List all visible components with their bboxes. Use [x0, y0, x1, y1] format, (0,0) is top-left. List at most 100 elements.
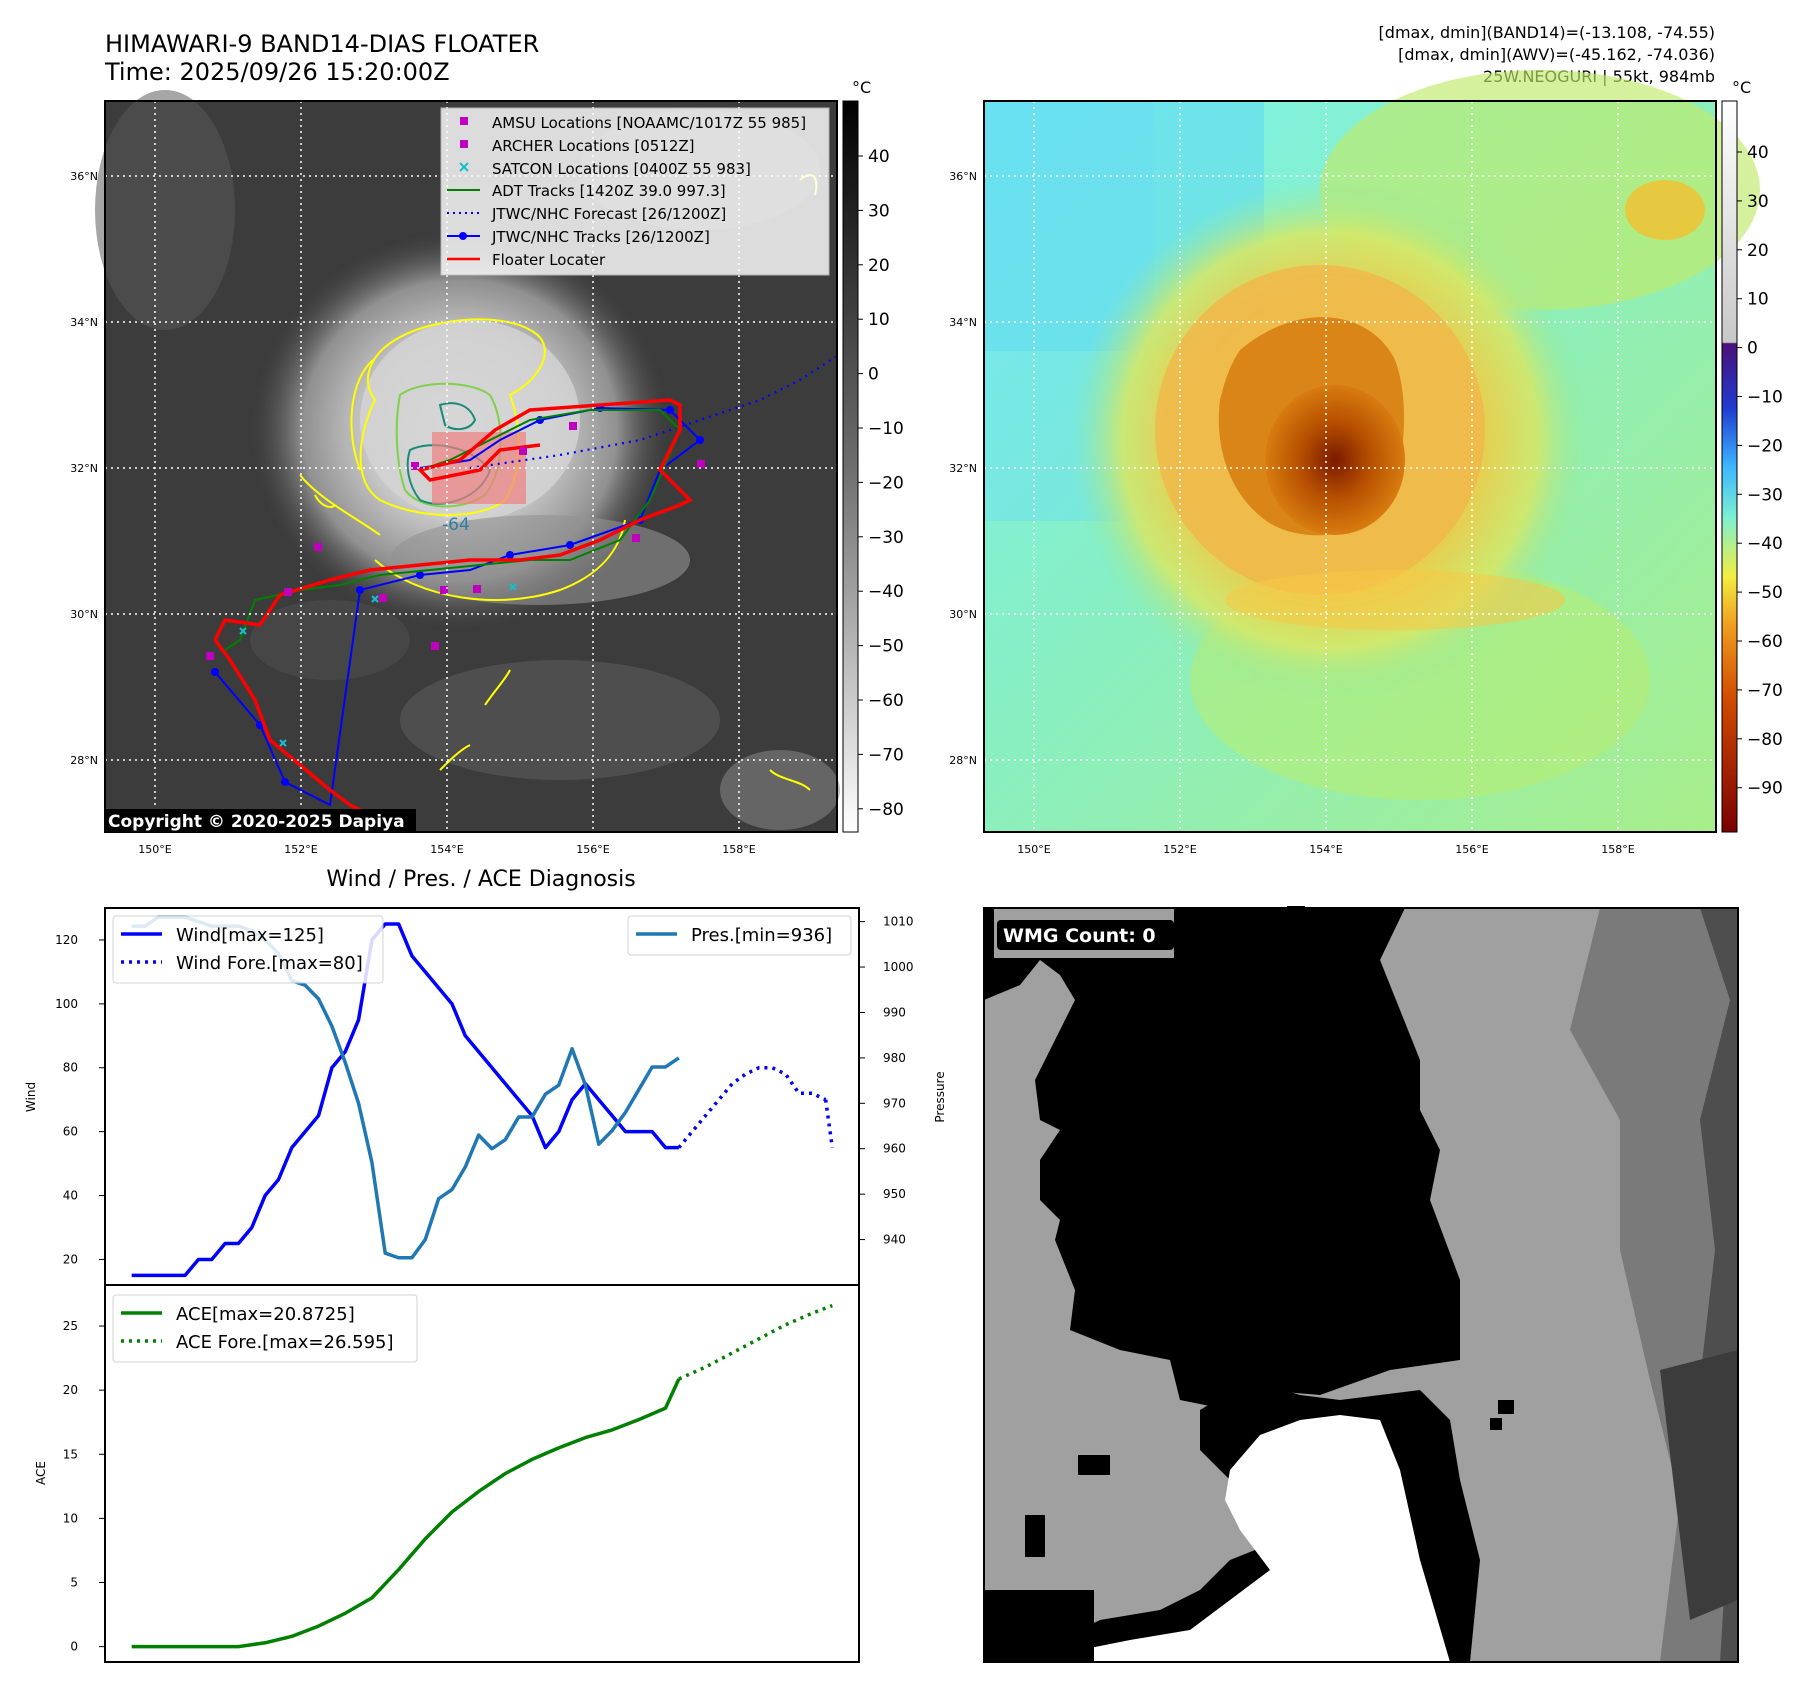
jtwc-dot-icon	[459, 232, 467, 240]
legend-label-adt: ADT Tracks [1420Z 39.0 997.3]	[492, 182, 726, 200]
legend-label-jtwc: JTWC/NHC Tracks [26/1200Z]	[491, 228, 710, 246]
awv-lat-30: 30°N	[949, 608, 977, 621]
awv-colorbar-tick-label: 10	[1747, 290, 1769, 310]
awv-colorbar-unit: °C	[1732, 78, 1751, 97]
wmg-frame	[983, 907, 1739, 1663]
ir-colorbar-tick-label: −80	[868, 800, 904, 820]
ir-colorbar-tick-label: 30	[868, 201, 890, 221]
awv-lat-labels: 36°N 34°N 32°N 30°N 28°N	[949, 170, 977, 767]
ir-colorbar-tick-label: 0	[868, 365, 879, 385]
ir-map-frame	[104, 100, 838, 833]
jtwc-track	[214, 406, 702, 807]
ir-lat-36: 36°N	[70, 170, 98, 183]
legend-label-amsu: AMSU Locations [NOAAMC/1017Z 55 985]	[492, 114, 806, 132]
legend-entry-floater: Floater Locater	[447, 251, 606, 269]
awv-colorbar-tick-label: −80	[1747, 730, 1783, 750]
contour-label: -64	[442, 515, 470, 535]
archer-square-icon	[460, 140, 468, 148]
jtwc-forecast-track	[469, 355, 838, 470]
ir-lat-32: 32°N	[70, 462, 98, 475]
ace-series-line	[131, 1378, 681, 1649]
ir-lat-labels: 36°N 34°N 32°N 30°N 28°N	[70, 170, 98, 767]
ace-y-ticks: 0 5 10 15 20 25	[63, 1319, 105, 1654]
ir-legend: AMSU Locations [NOAAMC/1017Z 55 985] ARC…	[440, 107, 830, 276]
awv-lat-34: 34°N	[949, 316, 977, 329]
ir-lat-34: 34°N	[70, 316, 98, 329]
awv-colorbar-tick-label: 0	[1747, 339, 1758, 359]
wind-pres-chart: 20 40 60 80 100 120 940 950 960 970 980 990 1000 101…	[24, 907, 947, 1286]
wind-tick-label: 80	[63, 1061, 78, 1075]
awv-lon-150: 150°E	[1017, 843, 1050, 856]
wmg-panel: WMG Count: 0	[983, 906, 1739, 1663]
awv-lon-152: 152°E	[1163, 843, 1196, 856]
awv-map-frame	[983, 100, 1717, 833]
wind-series-line	[131, 922, 679, 1278]
awv-colorbar: °C 40 30 20 10 0 −10 −20 −30 −40 −50 −60 −70 −80 −90	[1721, 78, 1783, 833]
ir-lon-150: 150°E	[138, 843, 171, 856]
ace-tick-label: 10	[63, 1511, 78, 1525]
ir-lon-152: 152°E	[284, 843, 317, 856]
wind-fore-legend-label: Wind Fore.[max=80]	[176, 953, 363, 974]
awv-lat-36: 36°N	[949, 170, 977, 183]
ace-series	[131, 1303, 833, 1649]
wind-tick-label: 40	[63, 1189, 78, 1203]
ir-lon-154: 154°E	[430, 843, 463, 856]
ace-tick-label: 0	[70, 1640, 78, 1654]
wind-tick-label: 120	[55, 933, 78, 947]
ace-legend-label: ACE[max=20.8725]	[176, 1304, 355, 1325]
ace-tick-label: 25	[63, 1319, 78, 1333]
awv-colorbar-tick-label: −70	[1747, 681, 1783, 701]
pres-tick-label: 940	[883, 1233, 906, 1247]
amsu-square-icon	[460, 117, 468, 125]
wind-tick-label: 60	[63, 1125, 78, 1139]
awv-lon-156: 156°E	[1455, 843, 1488, 856]
awv-colorbar-tick-label: 40	[1747, 143, 1769, 163]
satcon-x-icon	[459, 162, 469, 172]
awv-lon-154: 154°E	[1309, 843, 1342, 856]
legend-entry-forecast: JTWC/NHC Forecast [26/1200Z]	[447, 205, 726, 223]
pres-y-ticks: 940 950 960 970 980 990 1000 1010	[859, 915, 914, 1247]
ir-map-panel: -64	[95, 90, 840, 833]
pres-tick-label: 970	[883, 1096, 906, 1110]
ace-legend: ACE[max=20.8725] ACE Fore.[max=26.595]	[112, 1294, 418, 1363]
wind-forecast-line	[823, 1099, 835, 1148]
ir-colorbar-tick-label: −50	[868, 637, 904, 657]
ir-colorbar: °C 40 30 20 10 0 −10 −20 −30 −40 −50 −60 −70 −80	[842, 78, 904, 833]
figure-title: HIMAWARI-9 BAND14-DIAS FLOATER	[105, 30, 539, 58]
legend-label-forecast: JTWC/NHC Forecast [26/1200Z]	[491, 205, 726, 223]
legend-label-satcon: SATCON Locations [0400Z 55 983]	[492, 160, 751, 178]
wind-axis-label: Wind	[24, 1082, 38, 1112]
awv-colorbar-tick-label: −90	[1747, 779, 1783, 799]
ir-colorbar-tick-label: 20	[868, 256, 890, 276]
awv-map-panel	[983, 70, 1760, 833]
ir-lon-156: 156°E	[576, 843, 609, 856]
wmg-count-label: WMG Count: 0	[1003, 925, 1156, 947]
wmg-count-box	[997, 920, 1174, 950]
floater-locater	[213, 398, 693, 641]
ir-colorbar-tick-label: −20	[868, 473, 904, 493]
legend-label-archer: ARCHER Locations [0512Z]	[492, 137, 695, 155]
legend-entry-jtwc: JTWC/NHC Tracks [26/1200Z]	[447, 228, 710, 246]
awv-lon-labels: 150°E 152°E 154°E 156°E 158°E	[1017, 843, 1634, 856]
legend-entry-satcon: SATCON Locations [0400Z 55 983]	[459, 160, 751, 178]
ir-colorbar-tick-label: 10	[868, 310, 890, 330]
figure-time: Time: 2025/09/26 15:20:00Z	[104, 58, 450, 86]
copyright-box	[104, 809, 416, 832]
awv-lat-28: 28°N	[949, 754, 977, 767]
satcon-markers	[239, 583, 517, 747]
wmg-white-region	[1060, 1415, 1450, 1662]
pres-tick-label: 950	[883, 1187, 906, 1201]
awv-colorbar-tick-label: −50	[1747, 583, 1783, 603]
wind-legend-label: Wind[max=125]	[176, 925, 324, 946]
pres-tick-label: 1010	[883, 915, 914, 929]
awv-colorbar-ticks: 40 30 20 10 0 −10 −20 −30 −40 −50 −60 −70 −80 −90	[1737, 143, 1783, 799]
diagnosis-title: Wind / Pres. / ACE Diagnosis	[326, 867, 635, 892]
ir-colorbar-tick-label: −30	[868, 528, 904, 548]
ir-lon-158: 158°E	[722, 843, 755, 856]
awv-colorbar-tick-label: 20	[1747, 241, 1769, 261]
ir-colorbar-tick-label: −40	[868, 582, 904, 602]
wind-tick-label: 100	[55, 997, 78, 1011]
wind-y-ticks: 20 40 60 80 100 120	[55, 933, 105, 1266]
awv-colorbar-tick-label: −30	[1747, 485, 1783, 505]
